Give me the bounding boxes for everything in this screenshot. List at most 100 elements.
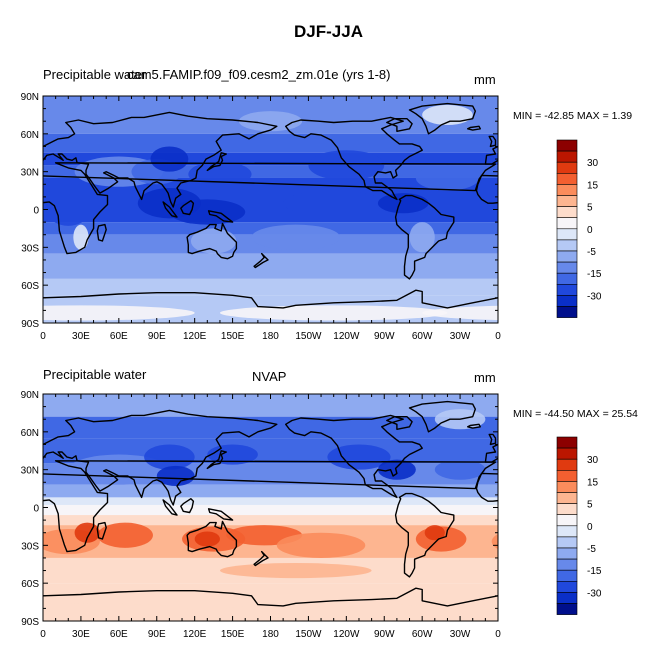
top-colorbar-label: -5	[587, 247, 596, 258]
panel-bottom-units: mm	[474, 370, 496, 385]
bottom-colorbar-swatch	[556, 536, 578, 549]
bottom-colorbar-swatch	[556, 580, 578, 593]
bottom-coast-iceland	[467, 423, 481, 429]
top-lon-tick-label: 30E	[72, 331, 90, 342]
bottom-lat-tick-label: 90S	[21, 617, 39, 628]
top-coast-australia	[186, 222, 238, 260]
bottom-colorbar-label: -15	[587, 566, 602, 577]
top-colorbar-label: -15	[587, 269, 602, 280]
bottom-lon-tick-label: 90W	[374, 629, 395, 640]
bottom-lon-tick-label: 90E	[148, 629, 166, 640]
bottom-colorbar-swatch	[556, 481, 578, 493]
top-lon-tick-label: 90E	[148, 331, 166, 342]
bottom-colorbar-swatch	[556, 492, 578, 504]
bottom-coast-britain	[488, 433, 497, 446]
bottom-colorbar-label: -30	[587, 588, 602, 599]
top-coast-iceland	[467, 125, 481, 131]
top-ticks	[42, 95, 499, 324]
top-lon-tick-label: 60E	[110, 331, 128, 342]
top-coastlines	[43, 102, 498, 309]
top-colorbar-label: 15	[587, 180, 599, 191]
bottom-colorbar-swatch	[556, 592, 578, 604]
bottom-coast-africa	[43, 460, 497, 553]
top-lat-tick-label: 90S	[21, 319, 39, 330]
bottom-colorbar-swatch	[556, 458, 578, 471]
top-coast-newzealand	[253, 252, 269, 269]
bottom-colorbar-swatch	[556, 469, 578, 482]
bottom-colorbar-swatch	[556, 447, 578, 460]
bottom-colorbar-swatch	[556, 525, 578, 538]
bottom-lon-tick-label: 150E	[221, 629, 245, 640]
bottom-lat-tick-label: 60S	[21, 579, 39, 590]
top-coast-africa-wrap	[475, 174, 498, 204]
bottom-lon-tick-label: 30W	[450, 629, 471, 640]
bottom-lon-tick-label: 120W	[333, 629, 360, 640]
top-colorbar-swatch	[556, 306, 578, 318]
figure-title: DJF-JJA	[294, 22, 363, 41]
panel-top-case-label: cam5.FAMIP.f09_f09.cesm2_zm.01e (yrs 1-8…	[127, 67, 391, 82]
bottom-coast-sumatra	[162, 499, 178, 516]
bottom-lat-tick-label: 90N	[21, 390, 39, 401]
top-coast-borneo	[180, 200, 195, 216]
bottom-coast-africa-wrap	[475, 472, 498, 502]
top-lon-tick-label: 150E	[221, 331, 245, 342]
panel-top-variable-label: Precipitable water	[43, 67, 147, 82]
bottom-colorbar-swatch	[556, 503, 578, 516]
bottom-coastlines	[43, 400, 498, 607]
bottom-colorbar-label: 5	[587, 500, 593, 511]
top-lon-tick-label: 60W	[412, 331, 433, 342]
bottom-lat-tick-label: 0	[33, 504, 39, 515]
top-lat-tick-label: 0	[33, 206, 39, 217]
bottom-coast-newguinea	[207, 508, 234, 521]
bottom-colorbar-label: -5	[587, 544, 596, 555]
top-coast-sumatra	[162, 201, 178, 218]
top-lon-tick-label: 90W	[374, 331, 395, 342]
top-colorbar-label: 0	[587, 225, 593, 236]
top-coast-greenland	[408, 102, 476, 135]
top-colorbar-label: -30	[587, 291, 602, 302]
panel-bottom-min-max: MIN = -44.50 MAX = 25.54	[513, 408, 638, 420]
top-colorbar-label: 30	[587, 158, 599, 169]
bottom-lon-tick-label: 150W	[295, 629, 322, 640]
top-coast-britain	[488, 135, 497, 148]
bottom-lon-tick-label: 30E	[72, 629, 90, 640]
top-lat-tick-label: 90N	[21, 92, 39, 103]
panel-top-min-max: MIN = -42.85 MAX = 1.39	[513, 110, 633, 122]
bottom-coast-eurasia	[43, 409, 278, 506]
bottom-colorbar-swatch	[556, 436, 578, 449]
top-coast-madagascar	[96, 223, 107, 242]
bottom-coast-borneo	[180, 498, 195, 514]
top-lon-tick-label: 120E	[183, 331, 207, 342]
bottom-lat-tick-label: 60N	[21, 428, 39, 439]
bottom-colorbar-label: 30	[587, 455, 599, 466]
bottom-lon-tick-label: 0	[495, 629, 501, 640]
top-lon-tick-label: 0	[495, 331, 501, 342]
top-coast-namerica	[285, 116, 423, 201]
top-lon-tick-label: 150W	[295, 331, 322, 342]
top-coast-baffin	[386, 118, 413, 132]
bottom-coast-australia	[186, 520, 238, 558]
bottom-colorbar-label: 0	[587, 522, 593, 533]
top-coast-antarctica	[43, 289, 498, 309]
bottom-colorbar: 30 15 5 0 -5 -15 -30	[556, 436, 602, 615]
top-lat-tick-label: 60S	[21, 281, 39, 292]
bottom-colorbar-swatch	[556, 603, 578, 615]
bottom-coast-madagascar	[96, 521, 107, 540]
top-colorbar: 30 15 5 0 -5 -15 -30	[556, 139, 602, 318]
top-lon-tick-label: 0	[40, 331, 46, 342]
bottom-coast-samerica	[394, 492, 455, 578]
bottom-coast-antarctica	[43, 587, 498, 607]
bottom-coast-namerica	[285, 414, 423, 499]
bottom-colorbar-swatch	[556, 547, 578, 560]
top-colorbar-label: 5	[587, 203, 593, 214]
top-lat-tick-label: 30S	[21, 243, 39, 254]
bottom-lon-tick-label: 120E	[183, 629, 207, 640]
bottom-coast-newzealand	[253, 550, 269, 567]
bottom-lat-tick-label: 30N	[21, 466, 39, 477]
bottom-ticks	[42, 393, 499, 622]
bottom-lon-tick-label: 60E	[110, 629, 128, 640]
bottom-field	[43, 394, 498, 621]
